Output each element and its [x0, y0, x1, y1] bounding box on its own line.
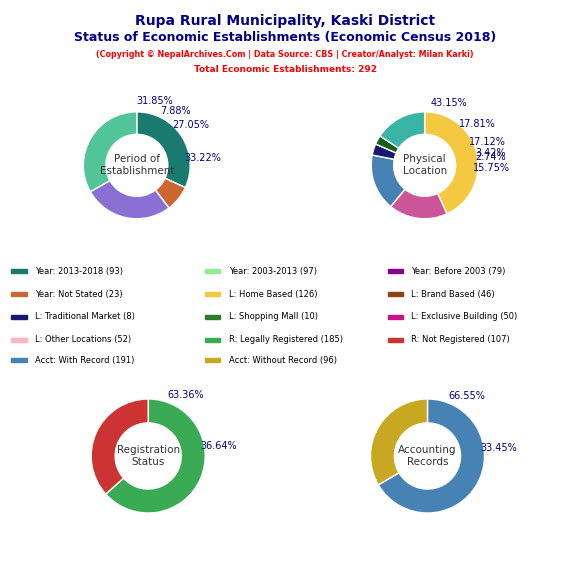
FancyBboxPatch shape [205, 292, 221, 296]
Text: L: Home Based (126): L: Home Based (126) [229, 290, 317, 299]
FancyBboxPatch shape [205, 358, 221, 363]
FancyBboxPatch shape [388, 315, 403, 319]
Text: 66.55%: 66.55% [448, 392, 485, 401]
FancyBboxPatch shape [11, 358, 27, 363]
Wedge shape [371, 155, 405, 206]
Text: 33.22%: 33.22% [185, 153, 222, 162]
Text: 3.42%: 3.42% [475, 148, 506, 158]
Wedge shape [370, 399, 428, 485]
Text: Year: Before 2003 (79): Year: Before 2003 (79) [412, 267, 506, 276]
Text: Period of
Establishment: Period of Establishment [100, 154, 174, 176]
Wedge shape [380, 112, 425, 148]
Text: 43.15%: 43.15% [431, 98, 467, 108]
Text: R: Legally Registered (185): R: Legally Registered (185) [229, 335, 343, 344]
FancyBboxPatch shape [388, 269, 403, 274]
Text: Status of Economic Establishments (Economic Census 2018): Status of Economic Establishments (Econo… [74, 31, 496, 44]
Text: 27.05%: 27.05% [172, 120, 209, 131]
FancyBboxPatch shape [11, 292, 27, 296]
FancyBboxPatch shape [205, 315, 221, 319]
Text: 36.64%: 36.64% [201, 441, 237, 451]
Text: 17.81%: 17.81% [459, 119, 496, 129]
Text: Acct: With Record (191): Acct: With Record (191) [35, 356, 135, 365]
Wedge shape [376, 136, 399, 153]
Text: 33.45%: 33.45% [480, 443, 516, 453]
FancyBboxPatch shape [11, 337, 27, 342]
Wedge shape [137, 112, 190, 188]
Text: Accounting
Records: Accounting Records [398, 445, 457, 467]
Text: 2.74%: 2.74% [475, 152, 506, 162]
Text: Year: 2013-2018 (93): Year: 2013-2018 (93) [35, 267, 123, 276]
Text: L: Other Locations (52): L: Other Locations (52) [35, 335, 131, 344]
Wedge shape [390, 189, 447, 219]
Wedge shape [106, 399, 205, 513]
Wedge shape [90, 181, 169, 219]
Wedge shape [156, 178, 185, 208]
Text: 17.12%: 17.12% [469, 137, 506, 147]
Text: L: Traditional Market (8): L: Traditional Market (8) [35, 312, 135, 321]
Wedge shape [83, 112, 137, 192]
FancyBboxPatch shape [388, 292, 403, 296]
Text: Year: Not Stated (23): Year: Not Stated (23) [35, 290, 123, 299]
Wedge shape [91, 399, 148, 494]
Wedge shape [372, 144, 396, 160]
Text: 63.36%: 63.36% [168, 390, 204, 400]
Wedge shape [378, 399, 484, 513]
Wedge shape [425, 112, 478, 214]
FancyBboxPatch shape [205, 269, 221, 274]
Text: Registration
Status: Registration Status [117, 445, 180, 467]
Text: 7.88%: 7.88% [161, 106, 191, 116]
FancyBboxPatch shape [205, 337, 221, 342]
Text: 15.75%: 15.75% [473, 163, 510, 173]
Text: Physical
Location: Physical Location [402, 154, 447, 176]
Text: L: Exclusive Building (50): L: Exclusive Building (50) [412, 312, 518, 321]
Text: 31.85%: 31.85% [137, 96, 173, 106]
Text: Acct: Without Record (96): Acct: Without Record (96) [229, 356, 337, 365]
FancyBboxPatch shape [11, 269, 27, 274]
Text: (Copyright © NepalArchives.Com | Data Source: CBS | Creator/Analyst: Milan Karki: (Copyright © NepalArchives.Com | Data So… [96, 50, 474, 59]
FancyBboxPatch shape [388, 337, 403, 342]
FancyBboxPatch shape [11, 315, 27, 319]
Text: R: Not Registered (107): R: Not Registered (107) [412, 335, 510, 344]
Text: L: Brand Based (46): L: Brand Based (46) [412, 290, 495, 299]
Text: Total Economic Establishments: 292: Total Economic Establishments: 292 [193, 65, 377, 74]
Text: L: Shopping Mall (10): L: Shopping Mall (10) [229, 312, 318, 321]
Text: Rupa Rural Municipality, Kaski District: Rupa Rural Municipality, Kaski District [135, 14, 435, 28]
Text: Year: 2003-2013 (97): Year: 2003-2013 (97) [229, 267, 317, 276]
